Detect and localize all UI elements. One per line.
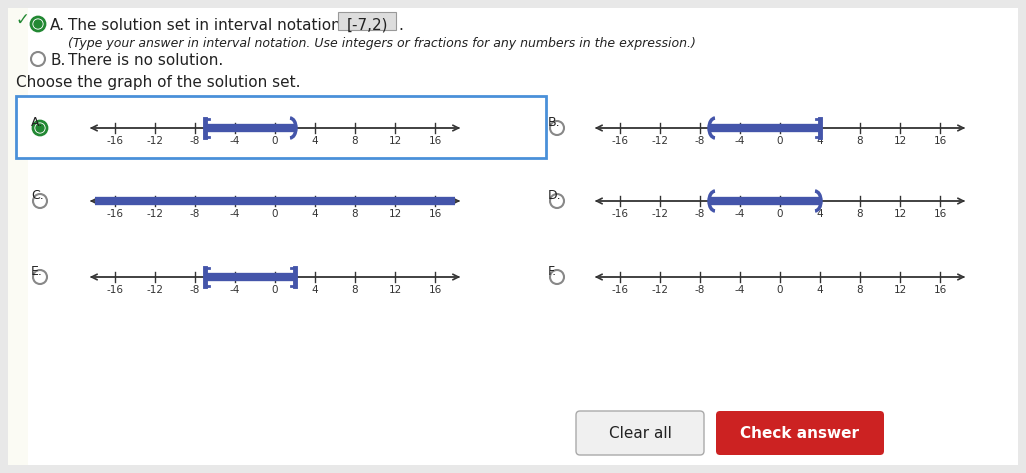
Text: 12: 12 [389,209,401,219]
Text: 16: 16 [934,209,947,219]
Text: 16: 16 [934,285,947,295]
Text: 12: 12 [389,136,401,146]
Text: -16: -16 [611,209,629,219]
Text: 12: 12 [894,209,907,219]
Circle shape [33,194,47,208]
Text: 16: 16 [429,209,441,219]
Text: A.: A. [31,116,43,129]
Text: 8: 8 [352,285,358,295]
Text: -12: -12 [147,285,163,295]
Text: -4: -4 [735,285,745,295]
Text: -4: -4 [230,285,240,295]
Text: 4: 4 [817,136,823,146]
Bar [338,12,396,30]
Text: -8: -8 [190,285,200,295]
Text: 12: 12 [894,285,907,295]
Text: Clear all: Clear all [608,426,671,440]
Text: -8: -8 [695,285,705,295]
Circle shape [550,270,564,284]
Text: 12: 12 [389,285,401,295]
Text: 12: 12 [894,136,907,146]
Text: [-7,2): [-7,2) [346,18,388,33]
Text: 0: 0 [777,285,783,295]
Circle shape [31,17,45,31]
Text: -12: -12 [147,136,163,146]
Text: Choose the graph of the solution set.: Choose the graph of the solution set. [16,75,301,90]
Text: -8: -8 [695,209,705,219]
Text: 8: 8 [857,136,863,146]
Text: -8: -8 [695,136,705,146]
Circle shape [33,121,47,135]
Text: 4: 4 [817,209,823,219]
Text: 4: 4 [312,136,318,146]
Text: B.: B. [50,53,66,68]
Circle shape [33,270,47,284]
Text: 16: 16 [429,285,441,295]
Text: 8: 8 [352,209,358,219]
Text: C.: C. [31,189,44,202]
Text: -16: -16 [107,209,123,219]
Text: E.: E. [31,265,43,278]
Text: -4: -4 [735,136,745,146]
Text: -16: -16 [611,285,629,295]
Text: Check answer: Check answer [741,426,860,440]
Text: 0: 0 [272,285,278,295]
Text: F.: F. [548,265,557,278]
Text: -4: -4 [230,136,240,146]
Text: 0: 0 [272,136,278,146]
Text: 4: 4 [312,285,318,295]
Text: -12: -12 [652,136,669,146]
Text: -16: -16 [107,285,123,295]
Circle shape [36,124,44,132]
Circle shape [34,20,42,28]
Text: 0: 0 [272,209,278,219]
Text: -12: -12 [147,209,163,219]
Circle shape [550,194,564,208]
Text: -16: -16 [107,136,123,146]
Circle shape [31,52,45,66]
Text: The solution set in interval notation is: The solution set in interval notation is [68,18,363,33]
Text: -4: -4 [735,209,745,219]
Text: .: . [398,18,403,33]
Bar [16,96,546,158]
Text: -12: -12 [652,285,669,295]
Text: -16: -16 [611,136,629,146]
Bar [8,8,28,465]
Text: B.: B. [548,116,560,129]
Text: -12: -12 [652,209,669,219]
Text: -8: -8 [190,209,200,219]
Text: 8: 8 [857,285,863,295]
Text: (Type your answer in interval notation. Use integers or fractions for any number: (Type your answer in interval notation. … [68,37,696,50]
FancyBboxPatch shape [716,411,884,455]
Circle shape [550,121,564,135]
Text: -8: -8 [190,136,200,146]
FancyBboxPatch shape [576,411,704,455]
Text: 4: 4 [817,285,823,295]
Text: 16: 16 [934,136,947,146]
Text: There is no solution.: There is no solution. [68,53,224,68]
Text: 8: 8 [857,209,863,219]
Text: D.: D. [548,189,561,202]
Text: A.: A. [50,18,65,33]
Text: -4: -4 [230,209,240,219]
Text: 0: 0 [777,136,783,146]
Text: ✓: ✓ [16,11,30,29]
Text: 0: 0 [777,209,783,219]
Text: 4: 4 [312,209,318,219]
Text: 8: 8 [352,136,358,146]
Text: 16: 16 [429,136,441,146]
